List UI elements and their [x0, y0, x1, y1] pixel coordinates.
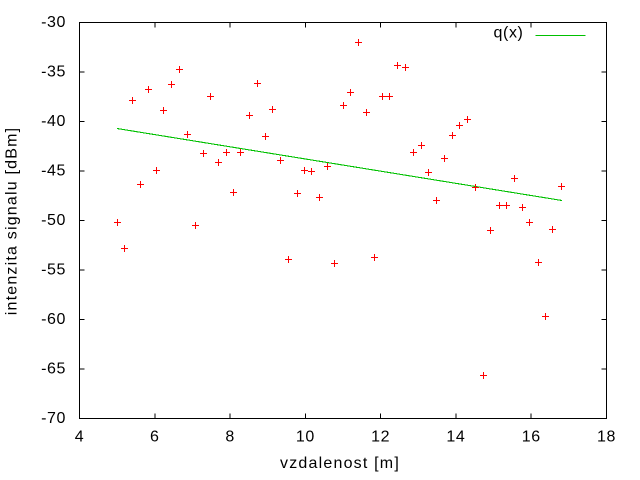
- svg-text:14: 14: [446, 429, 465, 446]
- svg-text:-70: -70: [41, 410, 66, 427]
- svg-text:4: 4: [75, 429, 85, 446]
- svg-text:-30: -30: [41, 14, 66, 31]
- svg-text:q(x): q(x): [494, 25, 524, 42]
- svg-text:8: 8: [225, 429, 235, 446]
- svg-text:-60: -60: [41, 311, 66, 328]
- svg-text:intenzita signalu [dBm]: intenzita signalu [dBm]: [4, 127, 21, 316]
- svg-text:-45: -45: [41, 162, 66, 179]
- svg-text:18: 18: [597, 429, 616, 446]
- svg-text:-40: -40: [41, 113, 66, 130]
- svg-text:16: 16: [522, 429, 541, 446]
- svg-text:-50: -50: [41, 212, 66, 229]
- svg-text:-65: -65: [41, 360, 66, 377]
- svg-text:12: 12: [371, 429, 390, 446]
- svg-text:10: 10: [296, 429, 315, 446]
- svg-text:6: 6: [150, 429, 160, 446]
- svg-text:vzdalenost [m]: vzdalenost [m]: [280, 455, 400, 472]
- svg-text:-35: -35: [41, 63, 66, 80]
- svg-text:-55: -55: [41, 261, 66, 278]
